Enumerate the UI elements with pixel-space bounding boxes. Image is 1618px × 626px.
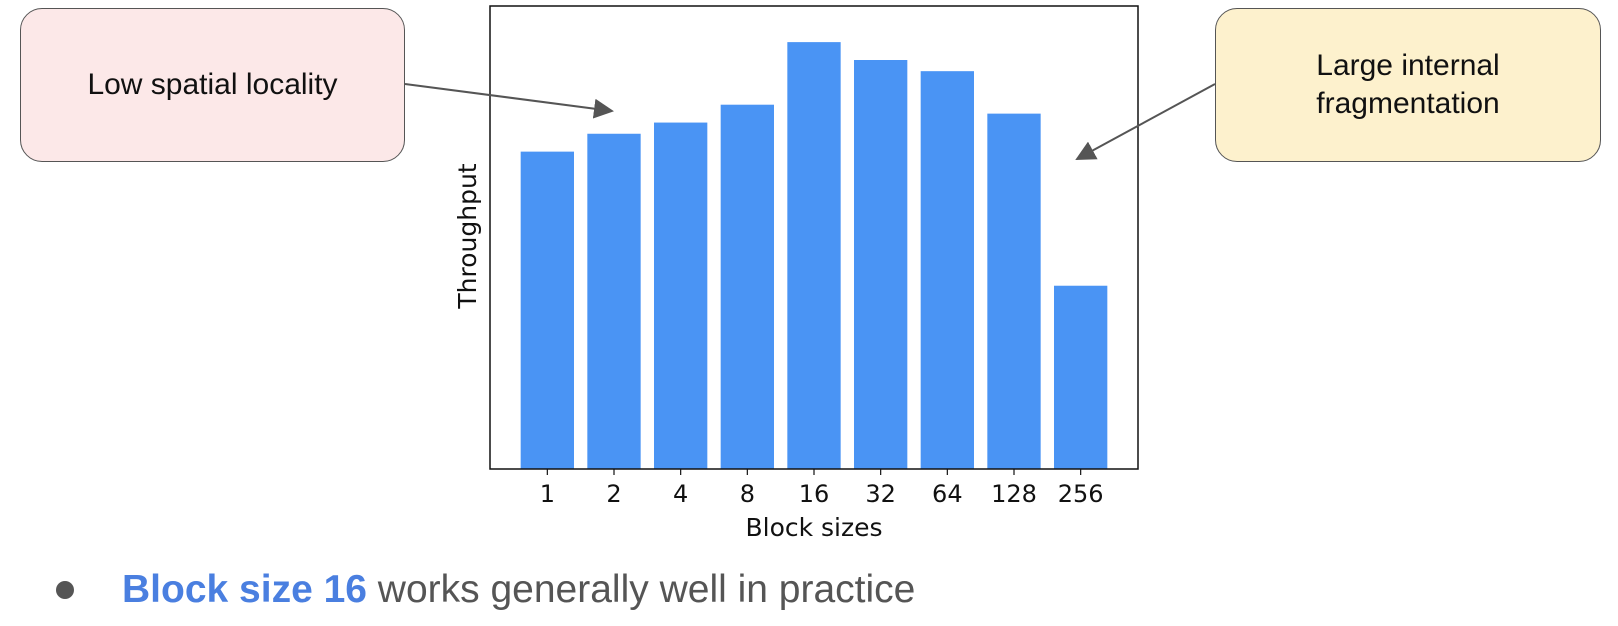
x-axis-label: Block sizes (745, 513, 882, 542)
x-tick-label-16: 16 (799, 480, 830, 508)
bar-64 (920, 71, 974, 470)
right-callout-arrow (1075, 83, 1216, 160)
bar-32 (854, 60, 908, 469)
left-callout-arrow (404, 83, 614, 119)
bar-8 (720, 104, 774, 469)
y-axis-label: Throughput (453, 163, 482, 309)
bullet-highlight-text: Block size 16 (122, 568, 367, 611)
bullet-dot (56, 581, 74, 599)
bar-256 (1054, 285, 1108, 469)
x-tick-labels: 1 2 4 8 16 32 64 128 256 (540, 469, 1104, 508)
large-internal-fragmentation-callout: Large internal fragmentation (1215, 8, 1601, 162)
throughput-bar-chart: 1 2 4 8 16 32 64 128 256 Block sizes Throughput (404, 5, 1216, 542)
x-tick-label-32: 32 (865, 480, 896, 508)
bar-128 (987, 113, 1041, 469)
x-tick-label-8: 8 (740, 480, 755, 508)
bar-16 (787, 42, 841, 470)
x-tick-label-256: 256 (1058, 480, 1104, 508)
low-spatial-locality-callout: Low spatial locality (20, 8, 405, 162)
bullet-rest-text: works generally well in practice (366, 568, 916, 611)
bullet-item: Block size 16 works generally well in pr… (56, 562, 915, 618)
x-tick-label-64: 64 (932, 480, 963, 508)
x-tick-label-128: 128 (991, 480, 1037, 508)
x-tick-label-1: 1 (540, 480, 555, 508)
bar-2 (587, 133, 641, 469)
x-tick-label-2: 2 (606, 480, 621, 508)
bar-4 (654, 122, 708, 469)
plot-frame (489, 5, 1139, 470)
bars-group (520, 42, 1108, 470)
x-tick-label-4: 4 (673, 480, 688, 508)
bar-1 (520, 151, 574, 469)
